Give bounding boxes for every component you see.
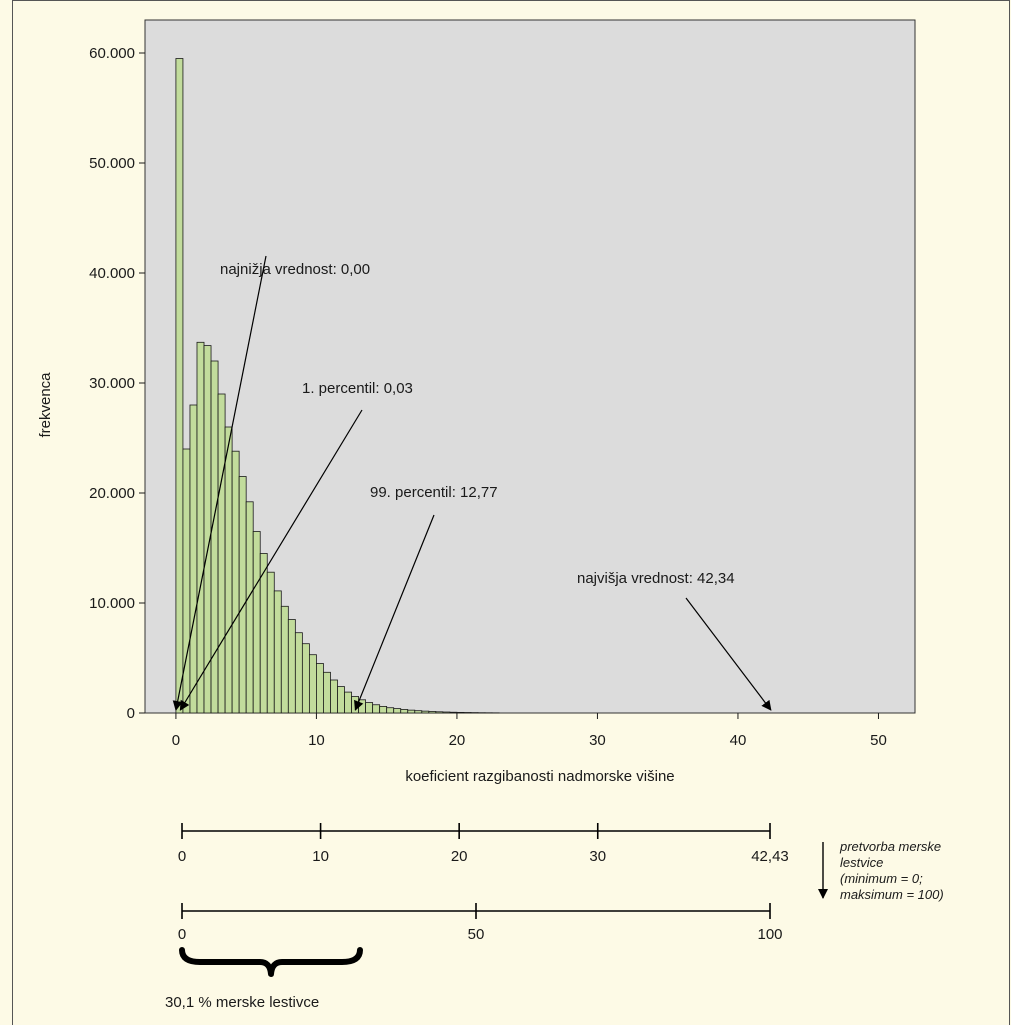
histogram-bar (456, 711, 465, 714)
histogram-bar (428, 711, 437, 714)
histogram-bar (337, 686, 345, 714)
conversion-note-line: maksimum = 100) (840, 887, 944, 902)
scale-brace: 30,1 % merske lestivce (165, 947, 363, 1011)
histogram-bar (301, 643, 310, 714)
x-axis-title: koeficient razgibanosti nadmorske višine (405, 768, 674, 785)
histogram-bar (435, 711, 444, 714)
y-axis-title: frekvenca (37, 372, 54, 438)
y-tick-label: 0 (127, 705, 135, 722)
histogram-bar (393, 708, 402, 714)
histogram-bar (266, 571, 275, 714)
scale-original-tick-label: 10 (312, 848, 329, 865)
histogram-bar (414, 710, 423, 714)
histogram-bar (182, 448, 191, 714)
histogram-bar (224, 426, 233, 714)
histogram-bar (245, 501, 254, 714)
histogram-bar (421, 710, 430, 714)
histogram-bar (203, 345, 212, 714)
histogram-bar (196, 341, 205, 714)
histogram-bar (330, 679, 338, 714)
x-tick-label: 50 (870, 732, 887, 749)
histogram-bar (372, 704, 381, 714)
scale-original-end-label: 42,43 (751, 848, 789, 865)
histogram-bar (280, 605, 289, 714)
annotation-label: 1. percentil: 0,03 (302, 380, 413, 397)
histogram-bar (252, 531, 261, 714)
histogram-bar (273, 590, 282, 714)
annotation-label: najnižja vrednost: 0,00 (220, 261, 370, 278)
annotation-label: najvišja vrednost: 42,34 (577, 570, 735, 587)
annotation-arrow (685, 597, 772, 711)
scale-converted-tick-label: 100 (757, 926, 782, 943)
histogram-bar (400, 709, 409, 714)
x-tick-label: 30 (589, 732, 606, 749)
scale-original-tick-label: 0 (178, 848, 186, 865)
scale-original: 0 10 20 30 42,43 (178, 823, 789, 865)
conversion-note-line: (minimum = 0; (840, 871, 923, 886)
annotation-arrow (172, 255, 267, 711)
brace-shape (179, 947, 363, 977)
x-axis: 0 10 20 30 40 50 (172, 713, 887, 749)
histogram-bar (316, 663, 324, 714)
figure-frame (12, 0, 1010, 1025)
annotations: najnižja vrednost: 0,00 1. percentil: 0,0… (172, 255, 772, 711)
histogram-bar (308, 654, 317, 714)
scale-converted-tick-label: 50 (468, 926, 485, 943)
x-tick-label: 10 (308, 732, 325, 749)
histogram-bar (287, 619, 296, 714)
y-tick-label: 10.000 (89, 595, 135, 612)
histogram-bar (365, 702, 374, 714)
annotation-label: 99. percentil: 12,77 (370, 484, 498, 501)
y-axis: 0 10.000 20.000 30.000 40.000 50.000 60.000 (89, 45, 145, 722)
conversion-note-line: lestvice (840, 855, 883, 870)
scale-original-tick-label: 30 (589, 848, 606, 865)
annotation-arrow (179, 409, 363, 711)
histogram-bar (217, 393, 226, 714)
x-tick-label: 20 (449, 732, 466, 749)
histogram-bar (238, 476, 247, 714)
y-tick-label: 40.000 (89, 265, 135, 282)
histogram-bar (386, 707, 395, 714)
histogram-bar (189, 404, 198, 714)
x-tick-label: 40 (730, 732, 747, 749)
y-tick-label: 60.000 (89, 45, 135, 62)
scale-converted-tick-label: 0 (178, 926, 186, 943)
histogram-bar (358, 699, 367, 714)
histogram-bar (210, 360, 219, 714)
histogram-bars (175, 58, 500, 714)
histogram-bar (231, 450, 240, 714)
histogram-bar (175, 58, 184, 714)
histogram-bar (323, 671, 331, 714)
histogram-bar (294, 632, 303, 714)
brace-label: 30,1 % merske lestivce (165, 994, 319, 1011)
histogram-bar (442, 711, 451, 714)
y-tick-label: 20.000 (89, 485, 135, 502)
scale-converted: 0 50 100 (178, 903, 783, 943)
histogram-bar (344, 691, 352, 714)
y-tick-label: 30.000 (89, 375, 135, 392)
histogram-bar (449, 711, 458, 714)
annotation-arrow (354, 514, 435, 711)
histogram-bar (379, 706, 388, 714)
y-tick-label: 50.000 (89, 155, 135, 172)
scale-original-tick-label: 20 (451, 848, 468, 865)
histogram-bar (407, 709, 416, 714)
conversion-note-line: pretvorba merske (839, 839, 941, 854)
x-tick-label: 0 (172, 732, 180, 749)
